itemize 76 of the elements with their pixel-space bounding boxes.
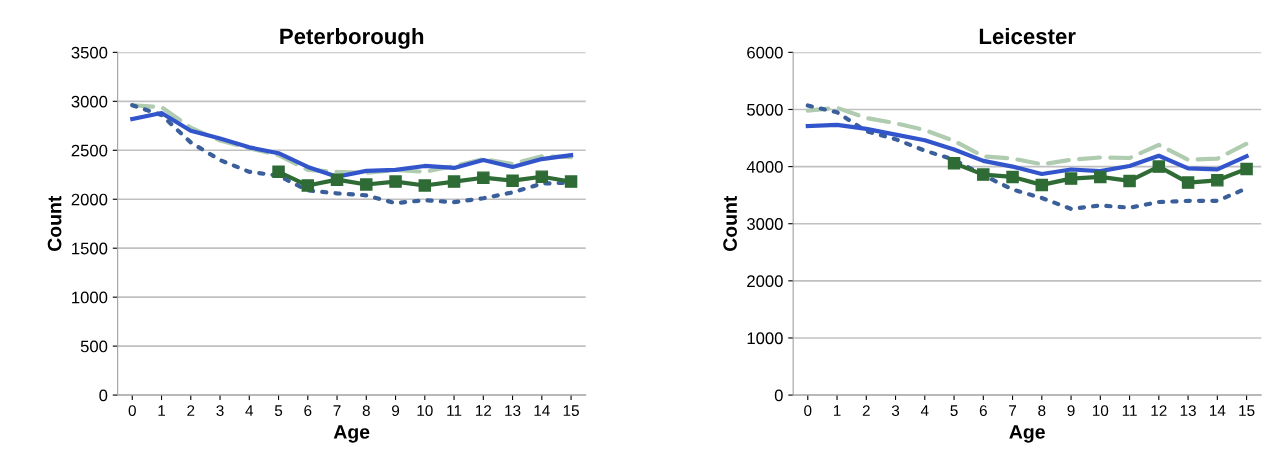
x-tick-label: 9: [1067, 405, 1075, 417]
chart-title: Peterborough: [280, 27, 424, 49]
x-tick-label: 15: [563, 405, 579, 417]
y-tick-label: 3500: [71, 46, 108, 59]
x-tick-label: 13: [505, 405, 521, 417]
point: [301, 179, 315, 192]
y-tick-label: 1000: [747, 332, 783, 345]
y-tick-label: 500: [80, 340, 108, 353]
y-axis-title: Count: [47, 195, 62, 251]
x-tick-label: 2: [862, 405, 870, 416]
point: [947, 156, 961, 170]
y-tick-label: 0: [774, 389, 783, 402]
y-tick-label: 2500: [71, 144, 108, 157]
x-tick-label: 12: [475, 405, 492, 416]
x-tick-label: 15: [1239, 405, 1255, 417]
y-tick-label: 3000: [747, 218, 783, 230]
y-tick-label: 0: [99, 389, 108, 402]
x-tick-label: 4: [920, 405, 929, 416]
x-tick-label: 14: [534, 405, 550, 416]
x-tick-label: 4: [245, 405, 254, 416]
x-tick-label: 13: [1180, 405, 1196, 417]
point: [564, 175, 578, 188]
point: [1211, 174, 1224, 187]
point: [477, 171, 490, 184]
y-tick-label: 4000: [746, 161, 783, 173]
x-tick-label: 12: [1151, 405, 1167, 416]
point: [360, 178, 373, 191]
x-tick-label: 5: [274, 405, 283, 417]
y-tick-label: 3000: [71, 95, 108, 108]
x-tick-label: 8: [362, 405, 370, 417]
point: [1064, 172, 1078, 185]
point: [1094, 170, 1107, 184]
point: [1181, 176, 1195, 189]
point: [330, 173, 344, 186]
y-tick-label: 2000: [71, 193, 108, 206]
point: [1123, 174, 1136, 188]
point: [1035, 178, 1049, 192]
x-tick-label: 6: [304, 405, 312, 417]
point: [1152, 160, 1166, 173]
x-tick-label: 10: [1092, 405, 1109, 417]
x-tick-label: 10: [417, 405, 433, 417]
x-tick-label: 11: [447, 405, 462, 416]
x-tick-label: 6: [979, 405, 987, 417]
x-axis-title: Age: [1009, 425, 1045, 443]
y-tick-label: 5000: [747, 103, 783, 116]
point: [272, 165, 285, 179]
x-tick-label: 1: [158, 405, 166, 416]
x-tick-label: 0: [128, 405, 136, 417]
point: [447, 175, 461, 188]
point: [1006, 170, 1019, 184]
y-tick-label: 1500: [72, 242, 108, 255]
y-axis-title: Count: [723, 195, 737, 251]
y-tick-label: 2000: [747, 275, 783, 288]
x-axis-title: Age: [333, 425, 370, 443]
point: [1240, 162, 1253, 176]
x-tick-label: 1: [833, 405, 841, 416]
x-tick-label: 7: [1009, 405, 1017, 416]
x-tick-label: 5: [950, 405, 958, 417]
point: [977, 168, 990, 181]
x-tick-label: 8: [1038, 405, 1046, 417]
x-tick-label: 9: [392, 405, 400, 417]
x-tick-label: 3: [891, 405, 900, 417]
point: [535, 170, 549, 183]
x-tick-label: 7: [333, 405, 341, 416]
x-tick-label: 0: [804, 405, 812, 417]
point: [506, 174, 519, 187]
x-tick-label: 2: [187, 405, 195, 416]
y-tick-label: 6000: [747, 46, 783, 59]
chart-title: Leicester: [979, 27, 1076, 45]
x-tick-label: 14: [1209, 405, 1226, 416]
point: [418, 179, 432, 192]
y-tick-label: 1000: [72, 291, 108, 304]
x-tick-label: 11: [1122, 405, 1137, 416]
point: [389, 175, 402, 188]
x-tick-label: 3: [216, 405, 224, 417]
line-series: [805, 105, 1249, 167]
